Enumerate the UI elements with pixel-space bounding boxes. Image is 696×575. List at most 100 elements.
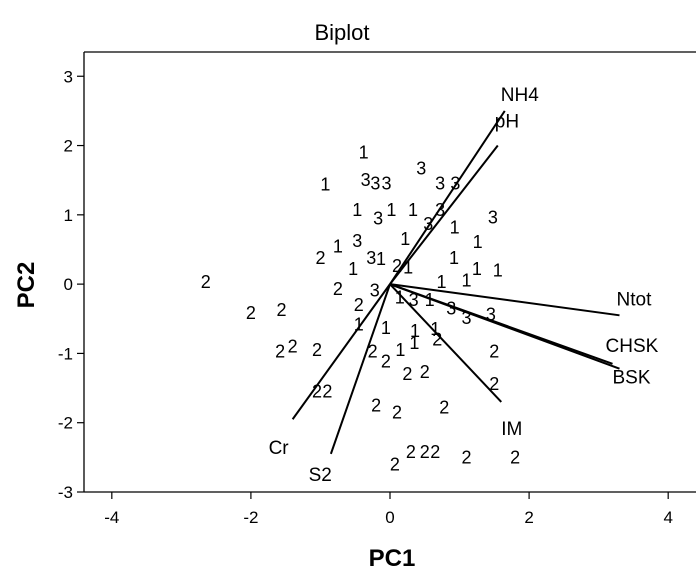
y-tick-label: -3 <box>58 483 73 502</box>
score-point-label: 2 <box>312 382 322 402</box>
score-point-label: 1 <box>320 174 330 194</box>
score-point-label: 2 <box>312 340 322 360</box>
score-point-label: 3 <box>366 248 376 268</box>
score-point-label: 2 <box>275 341 285 361</box>
chart-title: Biplot <box>314 20 369 45</box>
score-point-label: 2 <box>201 272 211 292</box>
loading-vector-label: Cr <box>269 438 290 459</box>
score-point-label: 1 <box>395 340 405 360</box>
score-point-label: 1 <box>386 200 396 220</box>
score-point-label: 3 <box>423 214 433 234</box>
score-point-label: 2 <box>406 442 416 462</box>
score-point-label: 1 <box>493 260 503 280</box>
score-point-label: 2 <box>315 248 325 268</box>
loading-vector-line <box>389 144 499 285</box>
score-point-label: 1 <box>333 237 343 257</box>
score-point-label: 1 <box>449 248 459 268</box>
score-point-label: 3 <box>373 208 383 228</box>
y-tick-label: -1 <box>58 344 73 363</box>
score-point-label: 2 <box>430 442 440 462</box>
score-point-label: 2 <box>489 341 499 361</box>
score-point-label: 2 <box>322 382 332 402</box>
y-axis-title: PC2 <box>13 262 40 309</box>
score-point-label: 2 <box>432 330 442 350</box>
score-point-label: 3 <box>486 305 496 325</box>
score-point-label: 2 <box>390 454 400 474</box>
loading-vector-label: S2 <box>309 465 332 486</box>
x-tick-label: 4 <box>663 508 672 527</box>
score-point-label: 2 <box>392 256 402 276</box>
x-tick-label: 0 <box>385 508 394 527</box>
loading-vector-label: pH <box>495 112 519 133</box>
score-point-label: 1 <box>359 142 369 162</box>
score-point-label: 3 <box>409 290 419 310</box>
score-point-label: 3 <box>370 280 380 300</box>
loading-vector-line <box>329 283 391 455</box>
score-point-label: 2 <box>420 362 430 382</box>
score-point-label: 2 <box>368 341 378 361</box>
loading-vector-label: NH4 <box>501 85 539 106</box>
score-point-label: 1 <box>409 333 419 353</box>
score-point-label: 2 <box>288 336 298 356</box>
score-point-label: 1 <box>381 318 391 338</box>
y-tick-label: 3 <box>64 67 73 86</box>
score-point-label: 1 <box>348 259 358 279</box>
plot-frame <box>83 51 696 493</box>
y-tick-label: -2 <box>58 414 73 433</box>
score-point-label: 1 <box>436 272 446 292</box>
loading-vector-line <box>389 283 620 317</box>
score-point-label: 3 <box>450 174 460 194</box>
score-point-label: 1 <box>472 259 482 279</box>
score-point-label: 3 <box>435 174 445 194</box>
score-point-label: 2 <box>277 300 287 320</box>
score-point-label: 2 <box>381 352 391 372</box>
score-point-label: 1 <box>450 217 460 237</box>
score-point-label: 1 <box>408 200 418 220</box>
x-tick-label: -4 <box>104 508 119 527</box>
score-point-label: 1 <box>395 287 405 307</box>
score-point-label: 1 <box>425 290 435 310</box>
score-point-label: 2 <box>246 303 256 323</box>
score-point-label: 1 <box>403 257 413 277</box>
score-point-label: 1 <box>352 200 362 220</box>
loading-vector-label: CHSK <box>606 336 659 357</box>
score-point-label: 2 <box>489 374 499 394</box>
score-point-label: 2 <box>392 402 402 422</box>
score-point-label: 1 <box>430 319 440 339</box>
score-point-label: 3 <box>416 158 426 178</box>
score-point-label: 3 <box>370 174 380 194</box>
x-axis-title: PC1 <box>369 545 416 572</box>
score-point-label: 3 <box>361 170 371 190</box>
score-point-label: 2 <box>371 395 381 415</box>
score-point-label: 2 <box>333 279 343 299</box>
score-point-label: 3 <box>446 298 456 318</box>
score-point-label: 2 <box>510 447 520 467</box>
loading-vector-line <box>291 283 391 420</box>
score-point-label: 1 <box>473 232 483 252</box>
y-tick-label: 2 <box>64 137 73 156</box>
x-tick-label: 2 <box>524 508 533 527</box>
score-point-label: 2 <box>461 447 471 467</box>
score-point-label: 3 <box>352 231 362 251</box>
y-tick-label: 1 <box>64 206 73 225</box>
loading-vector-label: IM <box>501 419 522 440</box>
score-point-label: 3 <box>461 308 471 328</box>
score-point-label: 1 <box>410 321 420 341</box>
score-point-label: 1 <box>376 249 386 269</box>
score-point-label: 2 <box>354 295 364 315</box>
score-point-label: 2 <box>402 364 412 384</box>
score-point-label: 1 <box>354 314 364 334</box>
score-point-label: 3 <box>435 200 445 220</box>
loading-vector-label: Ntot <box>617 289 653 310</box>
x-tick-label: -2 <box>243 508 258 527</box>
y-tick-label: 0 <box>64 275 73 294</box>
loading-vector-line <box>389 283 502 403</box>
loading-vector-line <box>389 110 506 285</box>
loading-vector-label: BSK <box>613 368 651 389</box>
score-point-label: 2 <box>439 397 449 417</box>
score-point-label: 3 <box>382 174 392 194</box>
loading-vectors: NH4 pH Ntot CHSK BSK IM Cr S2 <box>269 85 659 486</box>
